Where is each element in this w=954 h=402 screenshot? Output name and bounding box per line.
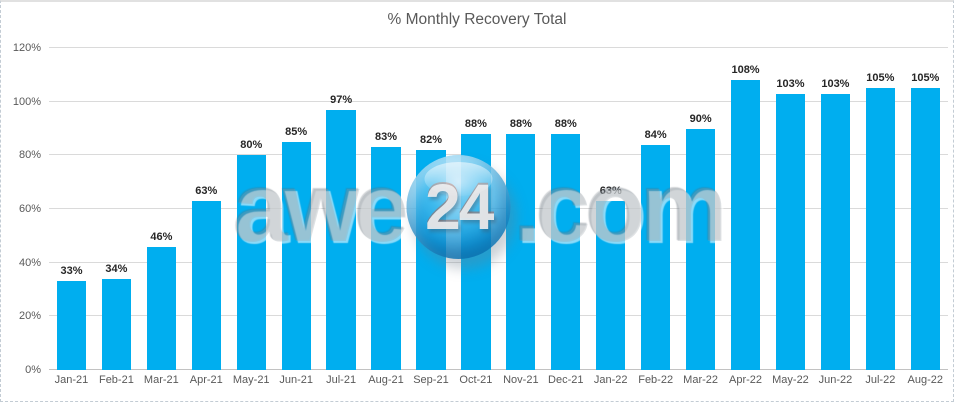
bar-value-label: 105% bbox=[911, 72, 940, 85]
x-axis-label: Jun-22 bbox=[818, 374, 853, 386]
y-tick-label: 60% bbox=[18, 203, 41, 215]
bar-value-label: 46% bbox=[150, 230, 173, 243]
bar bbox=[326, 109, 356, 370]
x-axis-label: Jan-21 bbox=[54, 374, 89, 386]
x-axis-label: Mar-22 bbox=[683, 374, 719, 386]
bar bbox=[910, 88, 940, 370]
x-axis-label: Apr-22 bbox=[729, 374, 763, 386]
bar-column: 103% bbox=[813, 48, 858, 370]
bar-column: 88% bbox=[453, 48, 498, 370]
bar-value-label: 84% bbox=[644, 128, 667, 141]
bar bbox=[730, 80, 761, 370]
x-axis-label: Jan-22 bbox=[593, 374, 628, 386]
bar bbox=[236, 155, 266, 370]
bar-column: 33% bbox=[49, 48, 94, 370]
bar bbox=[551, 133, 581, 370]
bar-value-label: 97% bbox=[330, 93, 353, 106]
x-axis-label: Jun-21 bbox=[279, 374, 313, 386]
bar-value-label: 80% bbox=[240, 139, 263, 152]
bar bbox=[281, 141, 311, 370]
bar bbox=[775, 93, 806, 370]
bar-value-label: 88% bbox=[554, 117, 577, 130]
gridline-20% bbox=[49, 315, 948, 317]
x-axis-label: Aug-22 bbox=[907, 374, 944, 386]
bar-column: 84% bbox=[633, 48, 678, 370]
bar bbox=[685, 128, 716, 370]
bar-column: 103% bbox=[768, 48, 813, 370]
x-axis-label: Oct-21 bbox=[459, 374, 493, 386]
gridline-40% bbox=[49, 261, 948, 263]
bar-column: 82% bbox=[409, 48, 454, 370]
bar-value-label: 103% bbox=[776, 77, 805, 90]
bar-column: 108% bbox=[723, 48, 768, 370]
bar-value-label: 63% bbox=[195, 184, 218, 197]
bar-value-label: 108% bbox=[731, 64, 760, 77]
gridline-0% bbox=[49, 369, 948, 370]
gridline-120% bbox=[49, 47, 948, 48]
bar bbox=[56, 281, 87, 370]
bar-column: 88% bbox=[498, 48, 543, 370]
bar-column: 80% bbox=[229, 48, 274, 370]
x-axis-label: May-21 bbox=[232, 374, 270, 386]
bar-column: 63% bbox=[184, 48, 229, 370]
bar bbox=[371, 147, 401, 370]
bar-column: 97% bbox=[319, 48, 364, 370]
bar-column: 85% bbox=[274, 48, 319, 370]
bar bbox=[101, 278, 131, 370]
x-axis-label: Feb-22 bbox=[638, 374, 674, 386]
bar-value-label: 90% bbox=[689, 112, 712, 125]
y-tick-label: 20% bbox=[18, 310, 41, 323]
bar-column: 88% bbox=[543, 48, 588, 370]
bar bbox=[191, 200, 221, 370]
chart-title: % Monthly Recovery Total bbox=[387, 11, 567, 28]
y-tick-label: 100% bbox=[12, 95, 41, 108]
x-axis-label: May-22 bbox=[772, 374, 809, 386]
bars-layer: 33% 34% 46% 63% 80% 85% 97% 83% 82% 88% 88% 88% 63% 8… bbox=[49, 48, 948, 370]
bar-value-label: 103% bbox=[821, 77, 850, 90]
bar-value-label: 88% bbox=[509, 117, 532, 130]
bar-column: 46% bbox=[139, 48, 184, 370]
bar-column: 34% bbox=[94, 48, 139, 370]
bar bbox=[146, 246, 176, 370]
x-axis-label: Jul-22 bbox=[865, 374, 896, 386]
y-tick-label: 80% bbox=[18, 149, 41, 162]
bar-column: 83% bbox=[364, 48, 409, 370]
bar bbox=[416, 149, 446, 370]
bar bbox=[506, 133, 536, 370]
x-axis-label: Mar-21 bbox=[143, 374, 179, 386]
gridline-100% bbox=[49, 100, 948, 102]
bar-value-label: 83% bbox=[375, 131, 398, 144]
bar-value-label: 88% bbox=[464, 117, 487, 130]
bar-value-label: 85% bbox=[285, 125, 308, 138]
bar-column: 105% bbox=[903, 48, 948, 370]
bar bbox=[641, 144, 671, 370]
x-axis-label: Nov-21 bbox=[503, 374, 539, 386]
x-axis-label: Aug-21 bbox=[368, 374, 404, 386]
x-axis-label: Dec-21 bbox=[548, 374, 584, 386]
x-axis-label: Jul-21 bbox=[326, 374, 357, 386]
bar-column: 105% bbox=[858, 48, 903, 370]
y-tick-label: 120% bbox=[12, 42, 41, 54]
bar bbox=[865, 88, 895, 370]
bar-value-label: 82% bbox=[419, 133, 442, 146]
y-tick-label: 40% bbox=[18, 256, 41, 269]
x-axis-labels: Jan-21 Feb-21 Mar-21 Apr-21 May-21 Jun-21 Jul-… bbox=[49, 374, 948, 386]
bar bbox=[596, 200, 626, 370]
bar-value-label: 34% bbox=[105, 262, 128, 275]
plot-area: 33% 34% 46% 63% 80% 85% 97% 83% 82% 88% 88% 88% 63% 8… bbox=[49, 47, 948, 370]
bar bbox=[820, 93, 850, 370]
x-axis-label: Feb-21 bbox=[98, 374, 134, 386]
bar-column: 90% bbox=[678, 48, 723, 370]
bar-value-label: 33% bbox=[60, 265, 83, 278]
bar-value-label: 63% bbox=[599, 184, 622, 197]
x-axis-label: Apr-21 bbox=[189, 374, 223, 386]
y-tick-label: 0% bbox=[25, 364, 41, 376]
bar bbox=[461, 133, 491, 370]
bar-column: 63% bbox=[588, 48, 633, 370]
x-axis-label: Sep-21 bbox=[413, 374, 449, 386]
gridline-80% bbox=[49, 154, 948, 156]
bar-value-label: 105% bbox=[866, 72, 895, 85]
